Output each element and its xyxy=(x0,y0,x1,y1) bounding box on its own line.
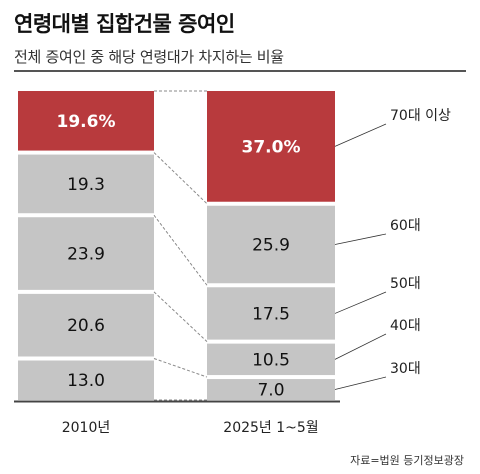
bar-segment-2010년-30대 xyxy=(18,360,154,400)
legend-leader xyxy=(334,376,387,390)
bar-segment-2010년-40대 xyxy=(18,293,154,357)
legend-label-30대: 30대 xyxy=(390,361,421,377)
legend-label-70대-이상: 70대 이상 xyxy=(390,108,451,124)
legend-leader xyxy=(334,291,387,314)
category-label: 2010년 xyxy=(62,420,111,436)
bar-segment-2025년-1-5월-70대-이상 xyxy=(207,91,335,202)
chart-subtitle: 전체 증여인 중 해당 연령대가 차지하는 비율 xyxy=(14,48,284,66)
value-label: 23.9 xyxy=(67,245,105,265)
legend-leader xyxy=(334,333,387,360)
source-note: 자료=법원 등기정보광장 xyxy=(350,454,464,467)
category-label: 2025년 1~5월 xyxy=(223,420,318,436)
value-label: 17.5 xyxy=(252,304,290,324)
legend-leader xyxy=(334,123,387,147)
value-label: 13.0 xyxy=(67,371,105,391)
value-label: 25.9 xyxy=(252,235,290,255)
bar-segment-2025년-1-5월-60대 xyxy=(207,205,335,284)
bar-segment-2010년-60대 xyxy=(18,154,154,214)
bar-segment-2010년-50대 xyxy=(18,217,154,290)
connector-line xyxy=(153,214,208,286)
legend-label-50대: 50대 xyxy=(390,276,421,292)
connector-line xyxy=(153,291,208,342)
bar-segment-2025년-1-5월-40대 xyxy=(207,343,335,376)
title-divider xyxy=(14,70,466,72)
value-label: 10.5 xyxy=(252,350,290,370)
legend-leader xyxy=(334,233,387,245)
chart-title: 연령대별 집합건물 증여인 xyxy=(14,12,235,36)
value-label: 20.6 xyxy=(67,316,105,336)
value-label: 7.0 xyxy=(257,381,284,401)
bar-segment-2010년-70대-이상 xyxy=(18,91,154,151)
value-label: 19.3 xyxy=(67,175,105,195)
value-label: 37.0% xyxy=(242,137,301,157)
bar-segment-2025년-1-5월-30대 xyxy=(207,379,335,400)
value-label: 19.6% xyxy=(57,112,116,132)
connector-line xyxy=(153,152,208,205)
legend-label-60대: 60대 xyxy=(390,218,421,234)
bar-segment-2025년-1-5월-50대 xyxy=(207,287,335,340)
legend-label-40대: 40대 xyxy=(390,318,421,334)
connector-line xyxy=(153,358,208,378)
